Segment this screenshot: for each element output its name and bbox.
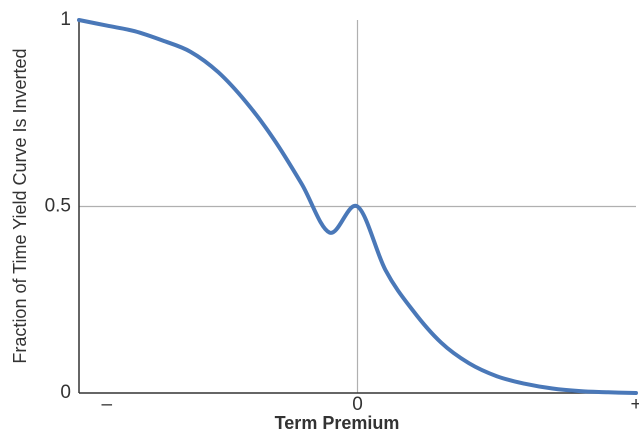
y-axis-title: Fraction of Time Yield Curve Is Inverted xyxy=(10,48,30,363)
y-tick-label: 1 xyxy=(60,9,71,30)
x-axis-title: Term Premium xyxy=(275,413,400,433)
series xyxy=(77,18,638,395)
x-tick-label: 0 xyxy=(352,394,363,415)
y-tick-label: 0 xyxy=(60,382,71,403)
axes xyxy=(78,20,636,394)
x-tick-label: + xyxy=(630,394,639,415)
x-tick-label: – xyxy=(102,394,113,415)
y-tick-label: 0.5 xyxy=(45,196,71,217)
series-line xyxy=(77,18,638,395)
x-tick-labels: – 0 + xyxy=(102,394,639,415)
y-tick-labels: 00.51 xyxy=(45,9,71,403)
